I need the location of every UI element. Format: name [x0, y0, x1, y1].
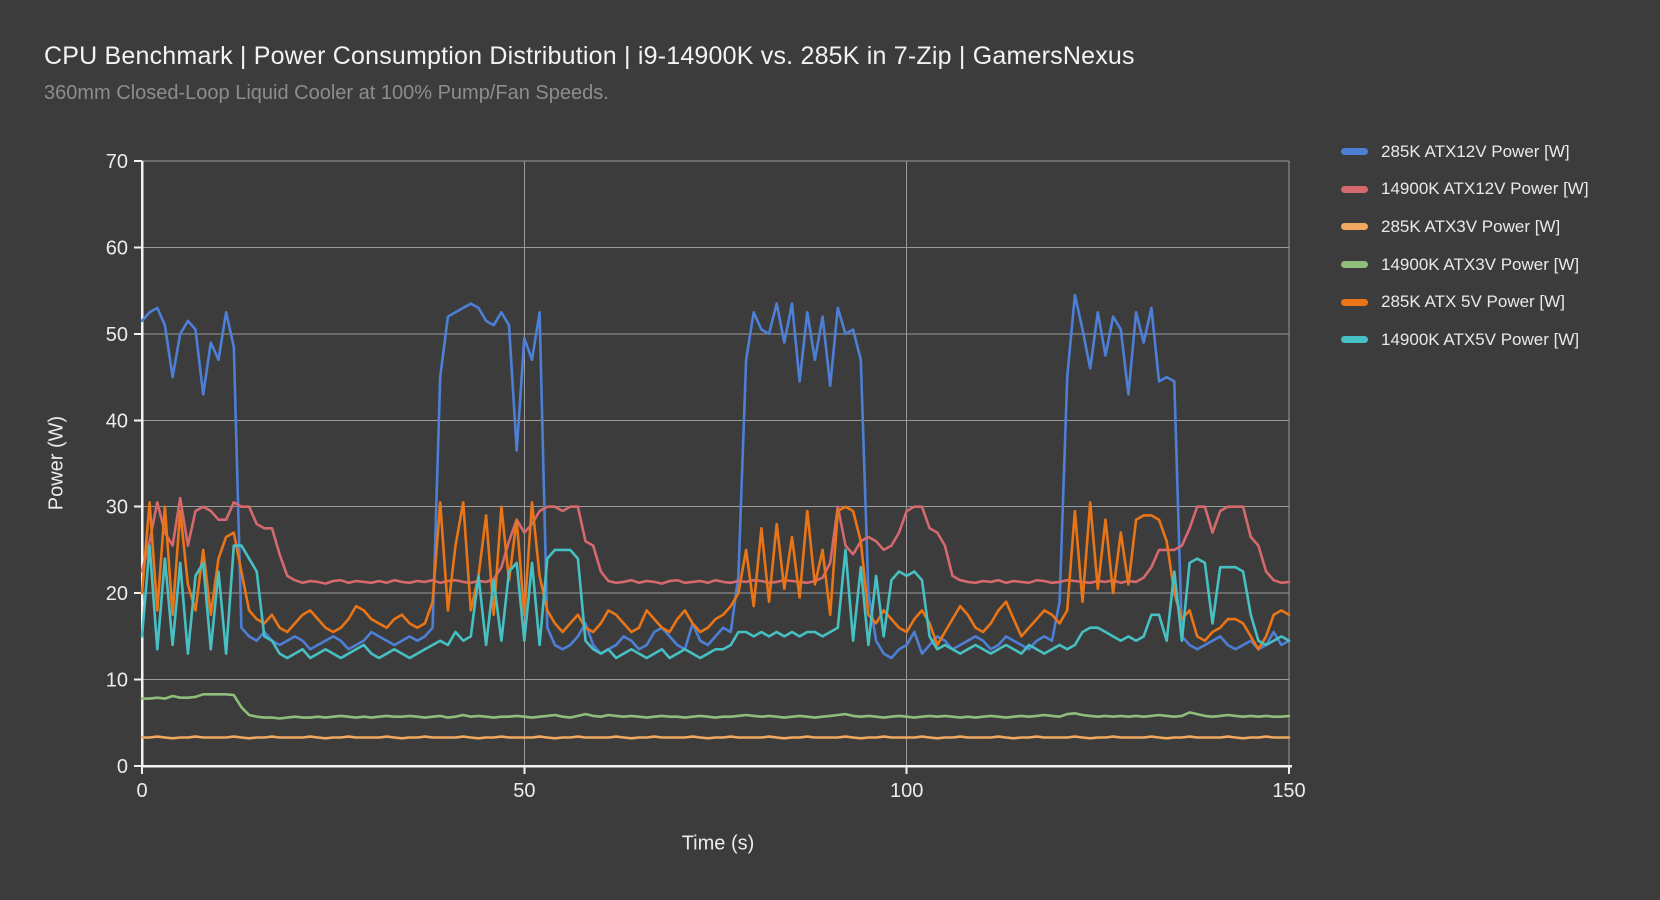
series-line-285k-atx12v-power-w: [140, 293, 1291, 660]
legend-swatch-icon: [1341, 148, 1368, 156]
legend-swatch-icon: [1341, 185, 1368, 193]
y-tick-label-20: 20: [106, 583, 128, 605]
legend-swatch-icon: [1341, 223, 1368, 231]
chart-title: CPU Benchmark | Power Consumption Distri…: [44, 42, 1135, 70]
x-tick-label-100: 100: [890, 780, 923, 802]
y-tick-label-60: 60: [106, 237, 128, 259]
legend-label: 14900K ATX12V Power [W]: [1381, 179, 1589, 199]
legend-swatch-icon: [1341, 261, 1368, 269]
x-tick-label-150: 150: [1272, 780, 1305, 802]
legend-label: 285K ATX12V Power [W]: [1381, 141, 1570, 161]
y-tick-label-0: 0: [117, 756, 128, 778]
y-tick-label-30: 30: [106, 497, 128, 519]
legend-item: 285K ATX3V Power [W]: [1341, 208, 1589, 246]
legend-label: 14900K ATX3V Power [W]: [1381, 254, 1580, 274]
y-tick-label-70: 70: [106, 151, 128, 173]
legend-item: 285K ATX12V Power [W]: [1341, 133, 1589, 171]
legend-item: 14900K ATX5V Power [W]: [1341, 321, 1589, 359]
series-line-285k-atx3v-power-w: [140, 735, 1291, 740]
x-tick-label-0: 0: [136, 780, 147, 802]
legend-label: 14900K ATX5V Power [W]: [1381, 329, 1580, 349]
y-tick-label-50: 50: [106, 324, 128, 346]
legend-swatch-icon: [1341, 336, 1368, 344]
series-line-14900k-atx5v-power-w: [140, 544, 1291, 660]
x-axis-title: Time (s): [681, 832, 755, 855]
series-line-14900k-atx3v-power-w: [140, 692, 1291, 720]
series-line-285k-atx-5v-power-w: [140, 501, 1291, 651]
chart-subtitle: 360mm Closed-Loop Liquid Cooler at 100% …: [44, 82, 609, 104]
legend-item: 14900K ATX12V Power [W]: [1341, 171, 1589, 209]
y-axis-title: Power (W): [45, 415, 68, 511]
legend-item: 285K ATX 5V Power [W]: [1341, 283, 1589, 321]
legend-label: 285K ATX3V Power [W]: [1381, 216, 1561, 236]
x-tick-label-50: 50: [513, 780, 535, 802]
y-tick-label-40: 40: [106, 410, 128, 432]
legend-label: 285K ATX 5V Power [W]: [1381, 292, 1565, 312]
legend: 285K ATX12V Power [W] 14900K ATX12V Power…: [1341, 133, 1589, 359]
legend-swatch-icon: [1341, 298, 1368, 306]
legend-item: 14900K ATX3V Power [W]: [1341, 246, 1589, 284]
y-tick-label-10: 10: [106, 670, 128, 692]
